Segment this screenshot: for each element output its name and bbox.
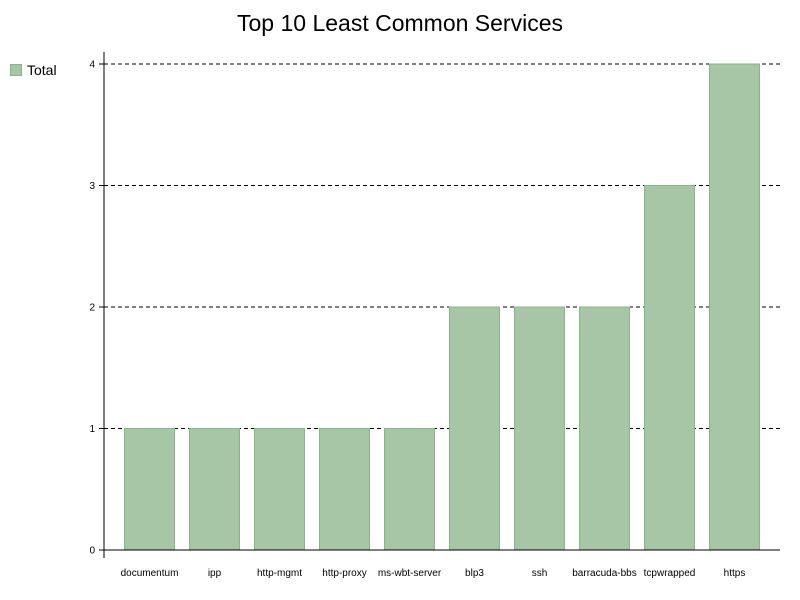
chart-title: Top 10 Least Common Services [237,10,563,36]
y-tick-label: 2 [89,303,95,314]
y-tick-label: 0 [89,546,95,557]
x-tick-label: https [724,568,746,579]
y-tick-label: 4 [89,60,95,71]
bar-tcpwrapped [644,185,695,551]
bar-documentum [124,428,175,551]
y-tick-label: 3 [89,181,95,192]
legend: Total [10,62,57,78]
legend-swatch [10,64,22,76]
bar-http-proxy [319,428,370,551]
x-tick-label: http-proxy [322,568,366,579]
bar-http-mgmt [254,428,305,551]
x-tick-label: tcpwrapped [644,568,696,579]
y-tick-label: 1 [89,424,95,435]
x-tick-label: http-mgmt [257,568,302,579]
x-tick-label: ms-wbt-server [378,568,442,579]
x-tick-label: barracuda-bbs [572,568,636,579]
bar-ssh [514,306,565,551]
bar-ipp [189,428,240,551]
bar-blp3 [449,306,500,551]
x-tick-label: ipp [208,568,222,579]
bar-ms-wbt-server [384,428,435,551]
bar-barracuda-bbs [579,306,630,551]
bar-https [709,63,760,551]
x-tick-label: ssh [532,568,548,579]
x-tick-label: documentum [121,568,179,579]
legend-label: Total [27,62,57,78]
x-tick-label: blp3 [465,568,484,579]
